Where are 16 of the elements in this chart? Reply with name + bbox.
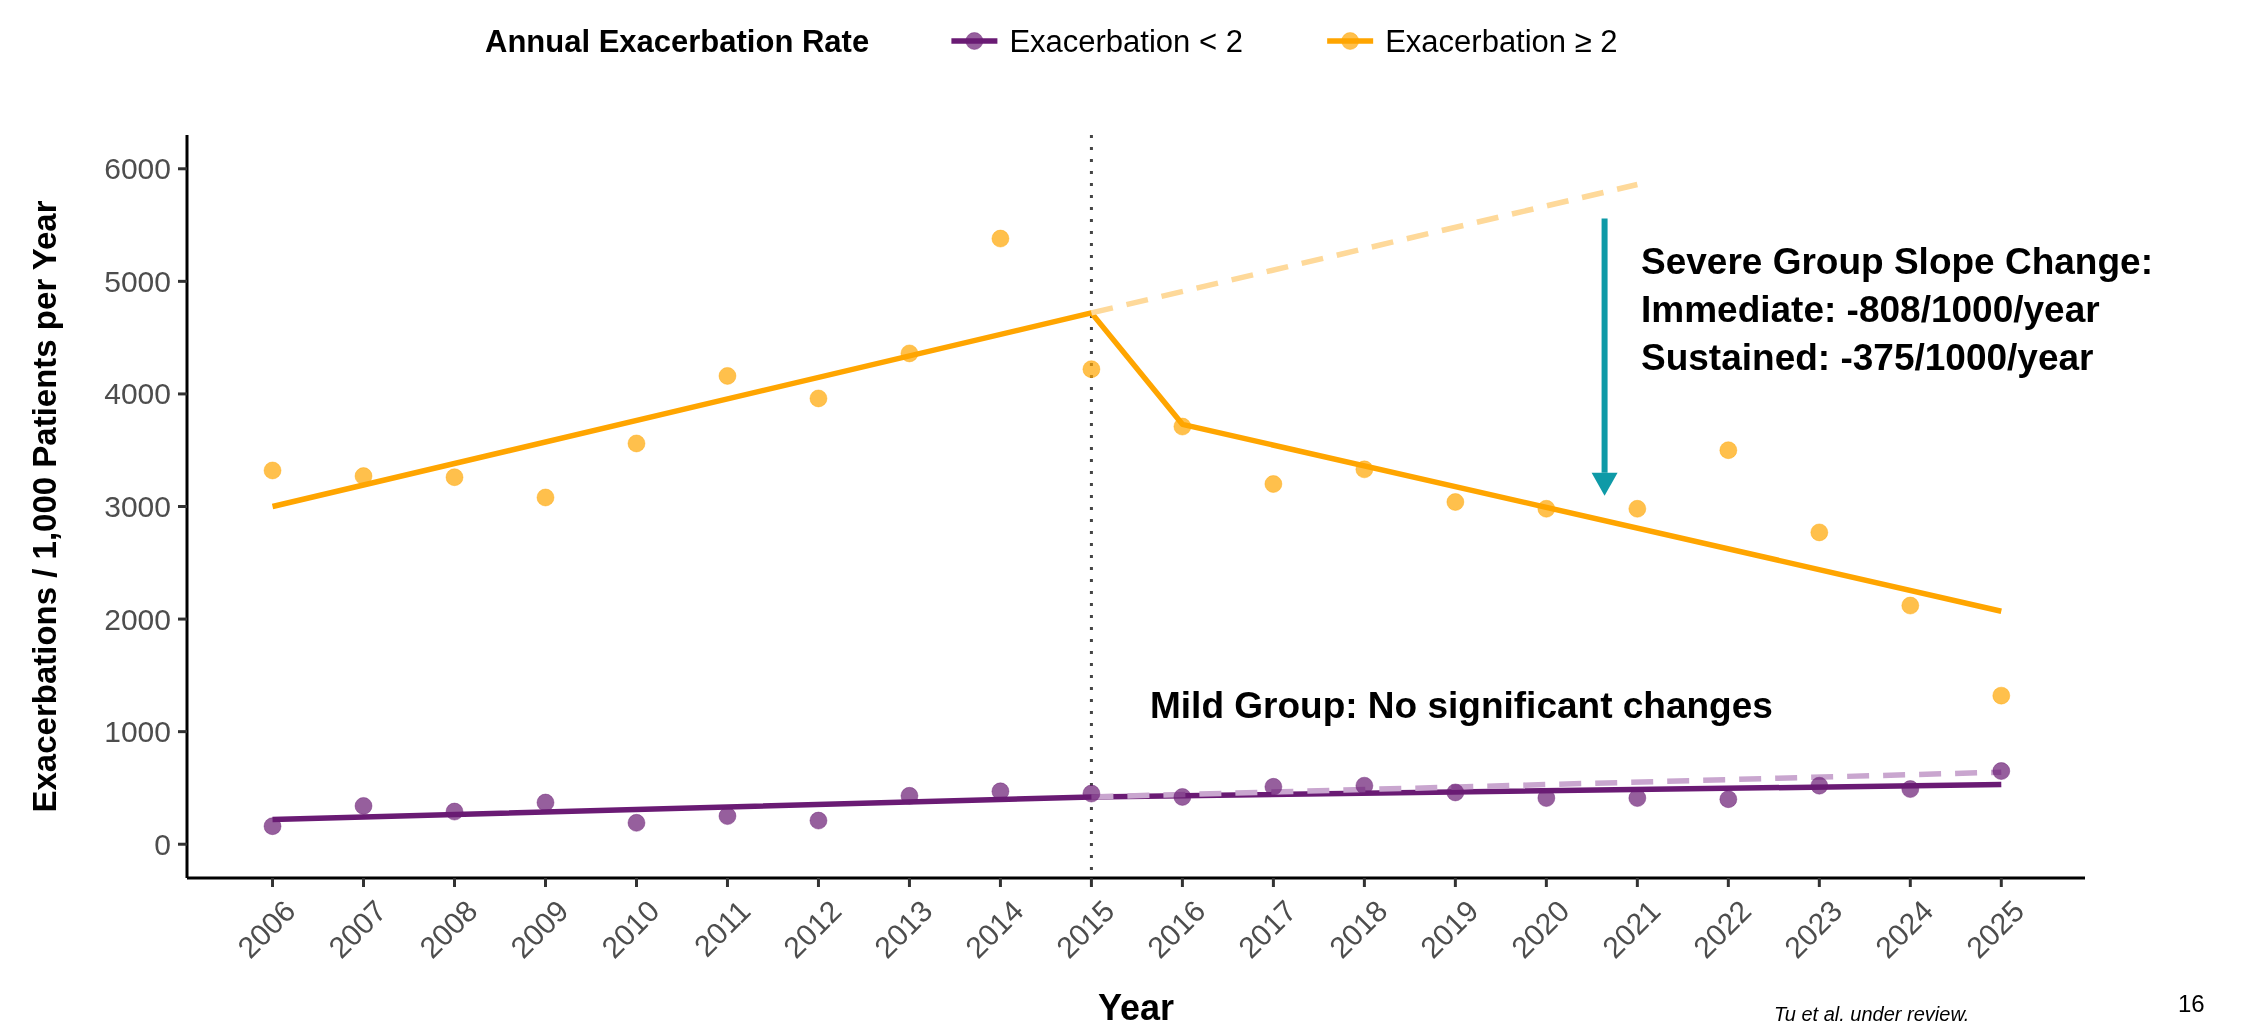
annotation: Mild Group: No significant changes <box>1150 685 1773 726</box>
y-tick-label: 0 <box>154 827 171 861</box>
y-axis-title: Exacerbations / 1,000 Patients per Year <box>26 200 63 813</box>
legend-title: Annual Exacerbation Rate <box>485 24 870 59</box>
y-tick-label: 1000 <box>104 715 171 749</box>
legend-label: Exacerbation ≥ 2 <box>1385 24 1618 59</box>
text: 16 <box>2178 990 2205 1017</box>
annotation: Severe Group Slope Change: Immediate: -808/1000/year Sustained: -375/1000/year <box>1641 241 2153 379</box>
y-tick-label: 3000 <box>104 490 171 523</box>
y-tick-label: 4000 <box>104 377 171 411</box>
legend-label: Exacerbation < 2 <box>1009 24 1243 59</box>
text: Tu et al. under review. <box>1774 1003 1970 1025</box>
y-tick-label: 6000 <box>104 152 171 186</box>
x-axis-title: Year <box>1097 987 1175 1028</box>
y-tick-label: 2000 <box>104 602 171 636</box>
y-tick-label: 5000 <box>104 264 171 298</box>
